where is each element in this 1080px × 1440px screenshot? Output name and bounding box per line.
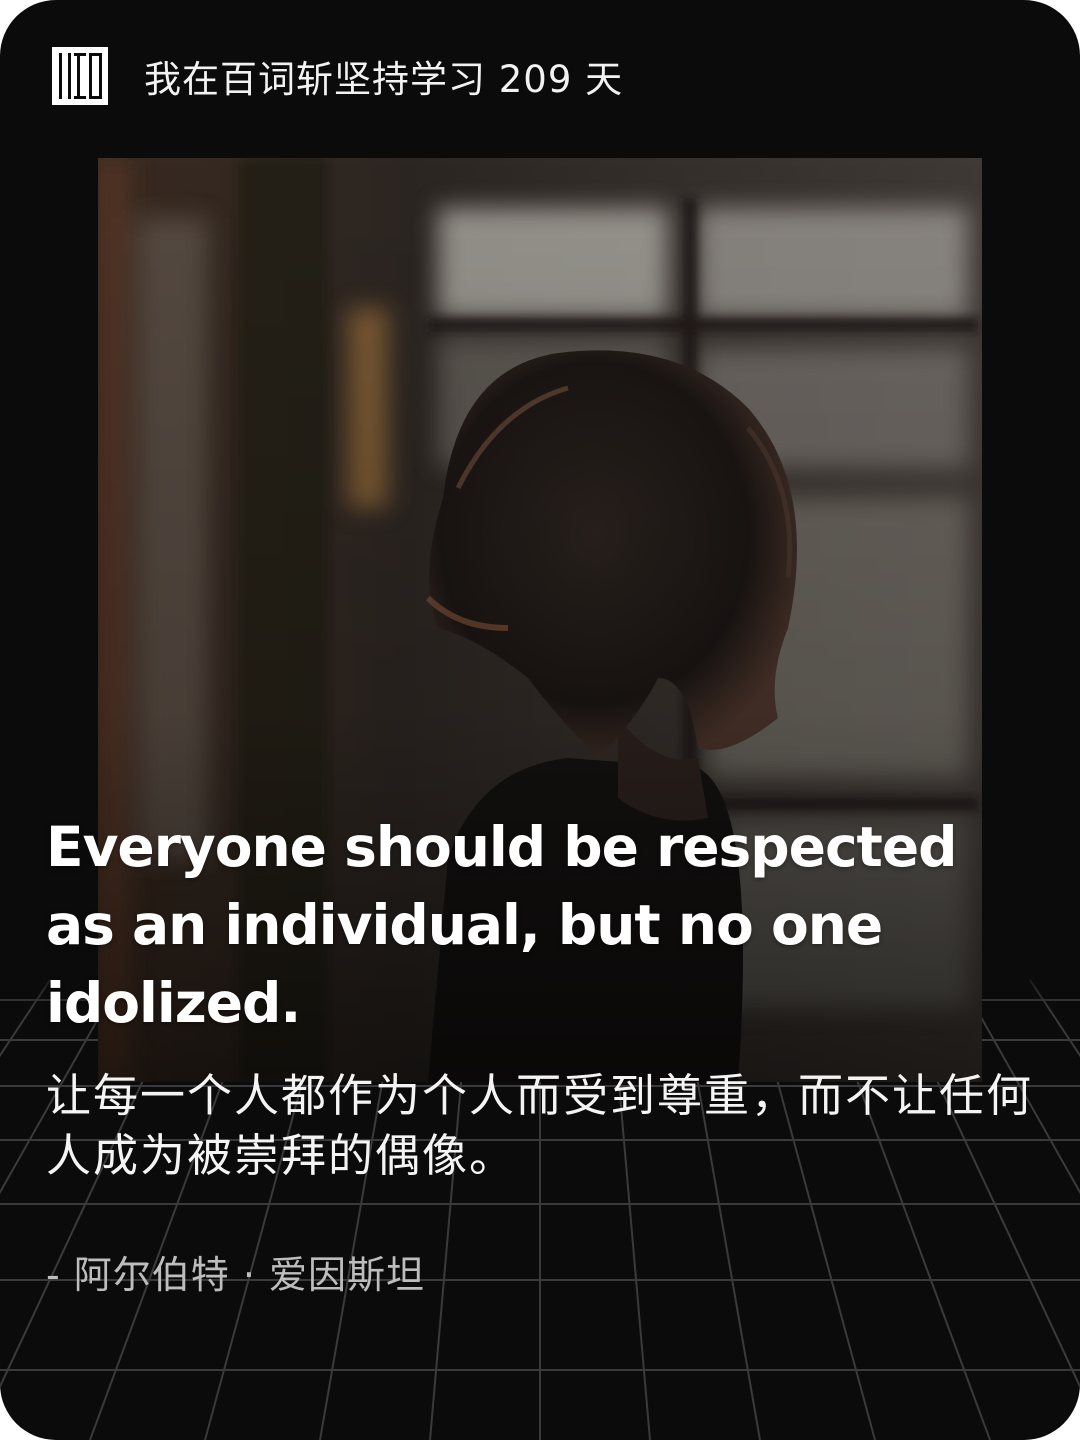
streak-title: 我在百词斩坚持学习 209 天 bbox=[144, 58, 624, 101]
portrait-photo bbox=[98, 158, 982, 1082]
baicizhan-logo-icon bbox=[52, 47, 108, 105]
header: 我在百词斩坚持学习 209 天 bbox=[52, 46, 623, 106]
quote-author: - 阿尔伯特 · 爱因斯坦 bbox=[46, 1253, 426, 1297]
quote-chinese: 让每一个人都作为个人而受到尊重，而不让任何人成为被崇拜的偶像。 bbox=[46, 1069, 1034, 1182]
quote-english: Everyone should be respected as an indiv… bbox=[46, 815, 958, 1035]
